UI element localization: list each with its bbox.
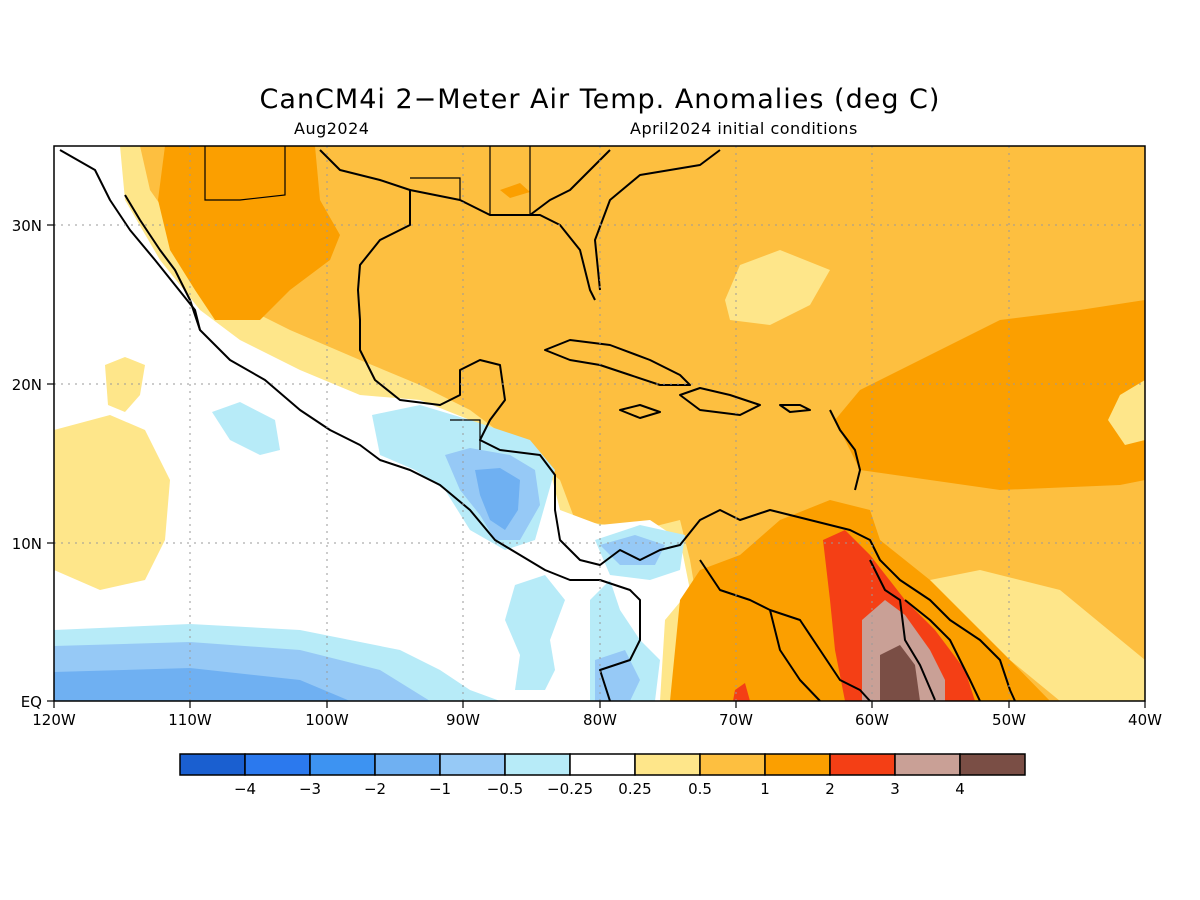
colorbar-label: −4	[234, 780, 256, 798]
colorbar-swatch	[959, 753, 1026, 776]
grid	[54, 146, 1145, 701]
political-borders	[204, 146, 531, 450]
field-light-blue-4	[505, 575, 565, 690]
field-orange-atlantic	[835, 300, 1145, 490]
lon-tick-label: 100W	[305, 711, 349, 729]
colorbar-swatch	[764, 753, 831, 776]
forecast-month: Aug2024	[294, 119, 370, 138]
colorbar: −4 −3 −2 −1 −0.5 −0.25 0.25 0.5 1 2 3 4	[179, 753, 1026, 798]
lon-tick-label: 60W	[855, 711, 889, 729]
lon-tick-label: 70W	[719, 711, 753, 729]
field-red-small	[733, 683, 750, 701]
lon-tick-labels: 120W 110W 100W 90W 80W 70W 60W 50W 40W	[32, 711, 1162, 729]
colorbar-swatch	[374, 753, 441, 776]
colorbar-label: 0.5	[688, 780, 712, 798]
colorbar-swatch	[699, 753, 766, 776]
lon-tick-label: 110W	[168, 711, 212, 729]
colorbar-swatch	[439, 753, 506, 776]
field-blue-dark-band	[54, 668, 350, 701]
map-title: CanCM4i 2−Meter Air Temp. Anomalies (deg…	[259, 84, 941, 115]
initial-conditions: April2024 initial conditions	[630, 119, 858, 138]
colorbar-swatch	[244, 753, 311, 776]
colorbar-label: −0.5	[487, 780, 523, 798]
field-orange-small	[500, 183, 530, 198]
colorbar-swatch	[569, 753, 636, 776]
field-yellow-east-1	[1108, 380, 1145, 445]
field-brown	[880, 645, 920, 701]
anomaly-field	[54, 146, 1145, 701]
lat-tick-label: 10N	[12, 535, 42, 553]
colorbar-label: −1	[429, 780, 451, 798]
colorbar-swatch	[179, 753, 246, 776]
tick-marks	[47, 224, 1146, 708]
coastlines	[59, 149, 1016, 701]
colorbar-swatch	[504, 753, 571, 776]
colorbar-swatch	[309, 753, 376, 776]
colorbar-label: −3	[299, 780, 321, 798]
field-yellow-atlantic	[725, 250, 830, 325]
lat-tick-label: EQ	[21, 693, 42, 711]
field-light-blue-1	[212, 402, 280, 455]
lat-tick-label: 20N	[12, 376, 42, 394]
colorbar-label: 0.25	[618, 780, 651, 798]
colorbar-label: −0.25	[547, 780, 593, 798]
lon-tick-label: 40W	[1128, 711, 1162, 729]
field-orange-nw	[158, 146, 340, 320]
field-blue-dark-1	[475, 468, 520, 530]
field-yellow-blob-1	[54, 415, 170, 590]
field-yellow-east-2	[930, 570, 1145, 701]
colorbar-label: 2	[825, 780, 835, 798]
colorbar-swatch	[634, 753, 701, 776]
field-blue-3	[600, 535, 665, 565]
colorbar-label: 4	[955, 780, 965, 798]
lat-tick-label: 30N	[12, 217, 42, 235]
lon-tick-label: 120W	[32, 711, 76, 729]
lon-tick-label: 80W	[583, 711, 617, 729]
colorbar-label: −2	[364, 780, 386, 798]
colorbar-swatch	[894, 753, 961, 776]
lon-tick-label: 50W	[992, 711, 1026, 729]
colorbar-label: 3	[890, 780, 900, 798]
lat-tick-labels: EQ 10N 20N 30N	[12, 217, 42, 711]
colorbar-label: 1	[760, 780, 770, 798]
lon-tick-label: 90W	[446, 711, 480, 729]
colorbar-swatch	[829, 753, 896, 776]
